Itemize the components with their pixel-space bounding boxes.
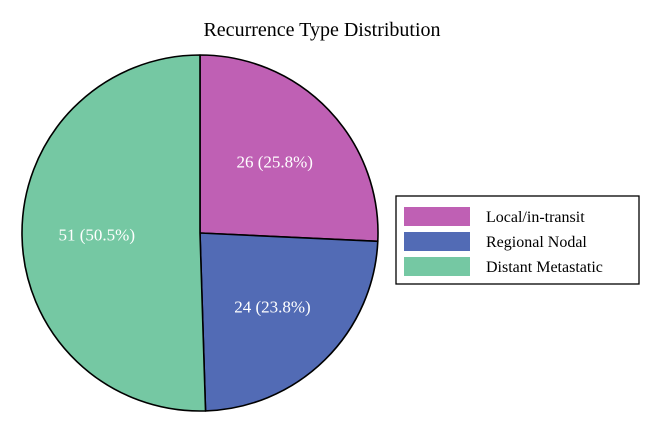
slice-label: 51 (50.5%) [59,226,135,245]
legend-label: Regional Nodal [486,234,587,251]
chart-title: Recurrence Type Distribution [203,19,440,41]
slice-label: 24 (23.8%) [234,298,310,317]
pie-slice-labels: 26 (25.8%) 24 (23.8%) 51 (50.5%) [59,153,313,317]
pie-slice-local-in-transit [199,54,379,243]
legend-label: Distant Metastatic [486,259,603,276]
legend-swatch [404,232,470,251]
legend-items: Local/in-transit Regional Nodal Distant Me… [404,207,603,276]
slice-label: 26 (25.8%) [236,153,312,172]
legend-label: Local/in-transit [486,209,585,226]
pie-slice-regional-nodal [199,232,379,412]
legend-swatch [404,257,470,276]
legend: Local/in-transit Regional Nodal Distant Me… [395,195,640,285]
pie-slices [21,54,379,412]
legend-swatch [404,207,470,226]
pie-slice-distant-metastatic [21,54,207,412]
